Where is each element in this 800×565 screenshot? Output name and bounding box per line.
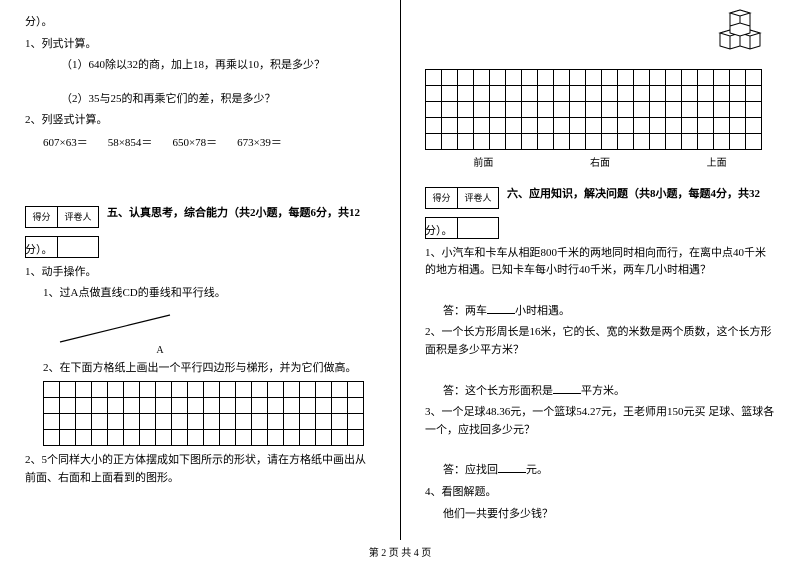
r4q: 他们一共要付多少钱？ bbox=[425, 506, 775, 524]
section-end-frag: 分）。 bbox=[25, 14, 375, 32]
r1a-post: 小时相遇。 bbox=[515, 305, 570, 317]
p1-2: 2、在下面方格纸上画出一个平行四边形与梯形，并为它们做高。 bbox=[25, 360, 375, 378]
section-5-title: 五、认真思考，综合能力（共2小题，每题6分，共12 bbox=[99, 200, 375, 220]
p1: 1、动手操作。 bbox=[25, 264, 375, 282]
score-label-6: 得分 bbox=[426, 188, 458, 208]
q1-1: （1）640除以32的商，加上18，再乘以10，积是多少？ bbox=[25, 57, 375, 75]
column-divider bbox=[400, 0, 401, 540]
r1: 1、小汽车和卡车从相距800千米的两地同时相向而行，在离中点40千米的地方相遇。… bbox=[425, 245, 775, 280]
eq-4: 673×39＝ bbox=[237, 134, 282, 150]
blank bbox=[553, 382, 581, 394]
eq-3: 650×78＝ bbox=[172, 134, 217, 150]
q2: 2、列竖式计算。 bbox=[25, 112, 375, 130]
label-front: 前面 bbox=[425, 154, 542, 169]
equation-row: 607×63＝ 58×854＝ 650×78＝ 673×39＝ bbox=[25, 134, 375, 150]
cubes-icon bbox=[695, 8, 765, 66]
score-box-6: 得分 评卷人 bbox=[425, 187, 499, 209]
r1-answer: 答：两车 小时相遇。 bbox=[425, 302, 775, 321]
label-top: 上面 bbox=[658, 154, 775, 169]
section-5-header: 得分 评卷人 五、认真思考，综合能力（共2小题，每题6分，共12 bbox=[25, 200, 375, 230]
section-6-title: 六、应用知识，解决问题（共8小题，每题4分，共32 bbox=[499, 181, 775, 201]
r3a-post: 元。 bbox=[526, 464, 548, 476]
grader-label-6: 评卷人 bbox=[458, 188, 498, 208]
blank bbox=[487, 302, 515, 314]
r3a-pre: 答：应找回 bbox=[443, 464, 498, 476]
r2a-post: 平方米。 bbox=[581, 385, 625, 397]
left-column: 分）。 1、列式计算。 （1）640除以32的商，加上18，再乘以10，积是多少… bbox=[0, 0, 400, 540]
eq-1: 607×63＝ bbox=[43, 134, 88, 150]
score-label: 得分 bbox=[26, 207, 58, 227]
r1a-pre: 答：两车 bbox=[443, 305, 487, 317]
q1: 1、列式计算。 bbox=[25, 36, 375, 54]
grid-labels: 前面 右面 上面 bbox=[425, 154, 775, 169]
r3: 3、一个足球48.36元，一个篮球54.27元，王老师用150元买 足球、篮球各… bbox=[425, 404, 775, 439]
line-diagram bbox=[55, 307, 175, 347]
r4: 4、看图解题。 bbox=[425, 484, 775, 502]
r2a-pre: 答：这个长方形面积是 bbox=[443, 385, 553, 397]
grid-right bbox=[425, 69, 762, 150]
r2: 2、一个长方形周长是16米，它的长、宽的米数是两个质数，这个长方形面积是多少平方… bbox=[425, 324, 775, 359]
grid-left bbox=[43, 381, 364, 446]
page-footer: 第 2 页 共 4 页 bbox=[0, 540, 800, 559]
section-6-header: 得分 评卷人 六、应用知识，解决问题（共8小题，每题4分，共32 bbox=[425, 181, 775, 211]
grader-label: 评卷人 bbox=[58, 207, 98, 227]
r3-answer: 答：应找回 元。 bbox=[425, 461, 775, 480]
label-right: 右面 bbox=[542, 154, 659, 169]
eq-2: 58×854＝ bbox=[108, 134, 153, 150]
r2-answer: 答：这个长方形面积是 平方米。 bbox=[425, 382, 775, 401]
p1-1: 1、过A点做直线CD的垂线和平行线。 bbox=[25, 285, 375, 303]
q1-2: （2）35与25的和再乘它们的差，积是多少？ bbox=[25, 91, 375, 109]
score-box: 得分 评卷人 bbox=[25, 206, 99, 228]
right-column: 前面 右面 上面 得分 评卷人 六、应用知识，解决问题（共8小题，每题4分，共3… bbox=[400, 0, 800, 540]
blank bbox=[498, 461, 526, 473]
p2: 2、5个同样大小的正方体摆成如下图所示的形状，请在方格纸中画出从前面、右面和上面… bbox=[25, 452, 375, 487]
